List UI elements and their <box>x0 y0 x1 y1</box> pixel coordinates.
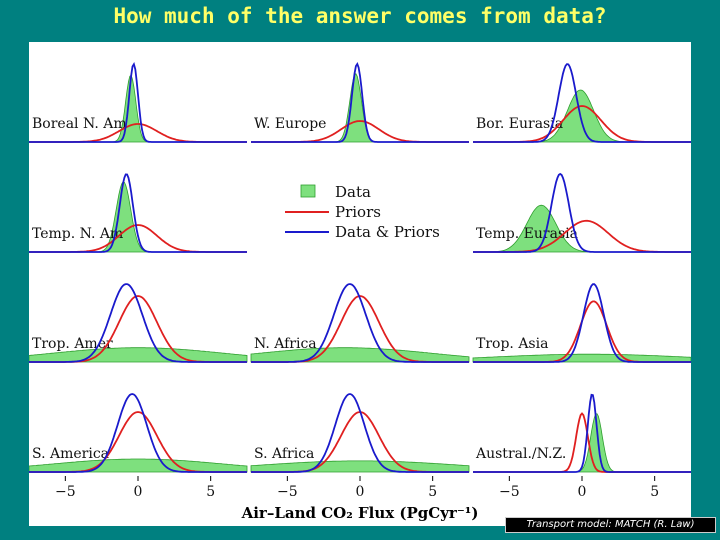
x-tick-label: 5 <box>206 484 215 500</box>
x-tick-label: 5 <box>650 484 659 500</box>
data-priors-curve <box>29 283 247 363</box>
x-tick-label: 0 <box>578 484 587 500</box>
data-priors-curve <box>473 393 691 473</box>
legend-swatch-data <box>300 184 316 198</box>
credit-caption: Transport model: MATCH (R. Law) <box>505 517 716 533</box>
region-label: Temp. N. Am <box>32 226 123 242</box>
region-plot: S. America <box>29 393 248 473</box>
region-label: Austral./N.Z. <box>475 446 566 462</box>
data-distribution-area <box>473 413 691 473</box>
priors-curve <box>473 412 691 473</box>
region-label: S. America <box>32 446 109 462</box>
data-priors-curve <box>473 63 691 143</box>
x-tick-label: 0 <box>356 484 365 500</box>
legend: Data Priors Data & Priors <box>285 183 440 241</box>
x-tick-label: 5 <box>428 484 437 500</box>
data-priors-curve <box>29 62 247 143</box>
region-plot: Trop. Amer <box>29 283 248 363</box>
legend-label: Data & Priors <box>335 223 440 241</box>
x-tick-label: −5 <box>55 484 76 500</box>
data-priors-curve <box>251 283 469 363</box>
region-plot: S. Africa <box>250 393 470 473</box>
density-chart: Boreal N. Am W. Europe Bor. Eurasia Temp. N… <box>29 62 691 522</box>
region-label: N. Africa <box>254 336 317 352</box>
region-plot: N. Africa <box>250 283 470 363</box>
data-distribution-area <box>250 460 470 473</box>
region-label: Bor. Eurasia <box>476 116 563 132</box>
data-priors-curve <box>29 173 247 253</box>
region-label: Trop. Asia <box>476 336 548 352</box>
region-plot: Boreal N. Am <box>29 62 247 143</box>
data-distribution-area <box>29 347 248 363</box>
region-plot: Temp. N. Am <box>29 173 247 253</box>
data-priors-curve <box>251 393 469 473</box>
data-priors-curve <box>473 172 691 253</box>
data-priors-curve <box>251 62 469 143</box>
page-title: How much of the answer comes from data? <box>113 4 607 28</box>
region-plot: Austral./N.Z. <box>473 393 691 473</box>
priors-curve <box>473 300 691 363</box>
region-plot: W. Europe <box>251 62 469 143</box>
data-priors-curve <box>473 283 691 363</box>
region-label: Boreal N. Am <box>32 116 127 132</box>
region-plot: Trop. Asia <box>472 283 691 363</box>
data-distribution-area <box>29 458 248 473</box>
legend-label: Data <box>335 183 371 201</box>
region-label: W. Europe <box>254 116 326 132</box>
data-distribution-area <box>472 353 691 363</box>
region-plot: Temp. Eurasia <box>473 172 691 253</box>
x-tick-label: 0 <box>134 484 143 500</box>
data-distribution-area <box>250 347 470 363</box>
region-plot: Bor. Eurasia <box>473 63 691 143</box>
data-distribution-area <box>29 74 247 143</box>
region-label: Trop. Amer <box>32 336 113 352</box>
region-label: Temp. Eurasia <box>476 226 578 242</box>
region-label: S. Africa <box>254 446 314 462</box>
legend-label: Priors <box>335 203 381 221</box>
chart-panel: Boreal N. Am W. Europe Bor. Eurasia Temp. N… <box>29 42 691 526</box>
x-tick-label: −5 <box>499 484 520 500</box>
data-priors-curve <box>29 393 247 473</box>
x-tick-label: −5 <box>277 484 298 500</box>
x-axis-label: Air–Land CO₂ Flux (PgCyr⁻¹) <box>241 504 479 522</box>
